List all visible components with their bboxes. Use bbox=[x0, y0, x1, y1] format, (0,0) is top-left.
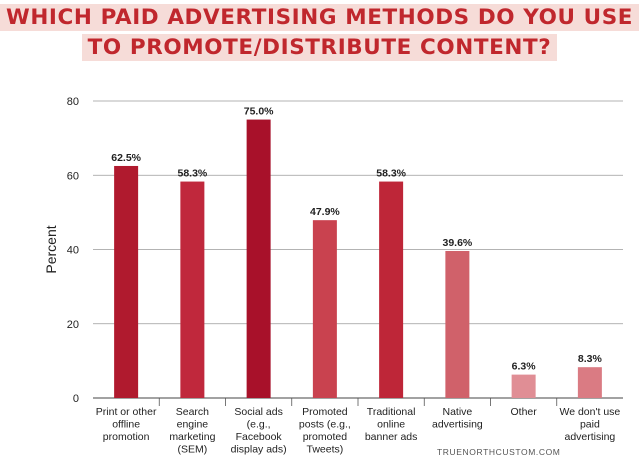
data-label: 58.3% bbox=[376, 168, 406, 180]
x-category-label-line: Tweets) bbox=[306, 444, 343, 456]
data-label: 58.3% bbox=[177, 168, 207, 180]
x-category-label-line: engine bbox=[177, 419, 209, 431]
x-category-label-line: advertising bbox=[564, 431, 615, 443]
y-tick-label: 60 bbox=[67, 170, 79, 182]
bar bbox=[180, 181, 205, 398]
x-category-label-line: advertising bbox=[432, 419, 483, 431]
bar bbox=[114, 165, 139, 398]
x-category-label-line: promotion bbox=[103, 431, 150, 443]
x-category-label-line: Promoted bbox=[302, 406, 348, 418]
x-category-label: Native advertising bbox=[432, 406, 483, 431]
x-category-label: We don't use paid advertising bbox=[559, 406, 620, 443]
x-category-label-line: marketing bbox=[169, 431, 215, 443]
x-category-label: Search engine marketing (SEM) bbox=[169, 406, 215, 456]
x-category-label-line: (SEM) bbox=[178, 444, 208, 456]
data-label: 39.6% bbox=[442, 237, 472, 249]
data-label: 47.9% bbox=[310, 206, 340, 218]
x-category-label: Traditional online banner ads bbox=[365, 406, 418, 443]
y-tick-label: 20 bbox=[67, 319, 79, 331]
x-category-label-line: banner ads bbox=[365, 431, 418, 443]
title-line-2: TO PROMOTE/DISTRIBUTE CONTENT? bbox=[81, 34, 558, 61]
bar bbox=[511, 374, 536, 398]
x-category-label-line: Facebook bbox=[236, 431, 283, 443]
data-label: 75.0% bbox=[244, 106, 274, 118]
x-category-label-line: Search bbox=[176, 406, 209, 418]
x-category-label-line: online bbox=[377, 419, 405, 431]
y-tick-label: 0 bbox=[73, 393, 79, 405]
data-label: 6.3% bbox=[512, 361, 537, 373]
title-line-1: WHICH PAID ADVERTISING METHODS DO YOU US… bbox=[0, 4, 639, 31]
data-label: 62.5% bbox=[111, 152, 141, 164]
bar bbox=[246, 119, 271, 398]
y-axis-label: Percent bbox=[43, 225, 59, 273]
x-category-label: Social ads (e.g., Facebook display ads) bbox=[231, 406, 287, 456]
x-category-label-line: We don't use bbox=[559, 406, 620, 418]
x-category-label-line: paid bbox=[580, 419, 600, 431]
bar bbox=[445, 250, 470, 398]
x-category-label-line: Social ads bbox=[234, 406, 282, 418]
x-category-label-line: display ads) bbox=[231, 444, 287, 456]
x-category-label-line: Other bbox=[510, 406, 537, 418]
x-category-label: Other bbox=[510, 406, 537, 418]
x-category-label-line: promoted bbox=[303, 431, 348, 443]
y-tick-label: 80 bbox=[67, 96, 79, 108]
x-category-label-line: Traditional bbox=[367, 406, 416, 418]
data-label: 8.3% bbox=[578, 353, 603, 365]
x-category-label: Print or other offline promotion bbox=[96, 406, 157, 443]
source-credit: TRUENORTHCUSTOM.COM bbox=[437, 447, 561, 457]
x-category-label-line: offline bbox=[112, 419, 140, 431]
x-category-label-line: Native bbox=[442, 406, 472, 418]
y-tick-label: 40 bbox=[67, 245, 79, 257]
bar bbox=[577, 367, 602, 398]
x-category-label-line: posts (e.g., bbox=[299, 419, 351, 431]
bar bbox=[312, 220, 337, 398]
x-category-label-line: Print or other bbox=[96, 406, 157, 418]
x-category-label-line: (e.g., bbox=[247, 419, 271, 431]
bar bbox=[379, 181, 404, 398]
chart-title: WHICH PAID ADVERTISING METHODS DO YOU US… bbox=[0, 4, 639, 64]
x-category-label: Promoted posts (e.g., promoted Tweets) bbox=[299, 406, 351, 456]
